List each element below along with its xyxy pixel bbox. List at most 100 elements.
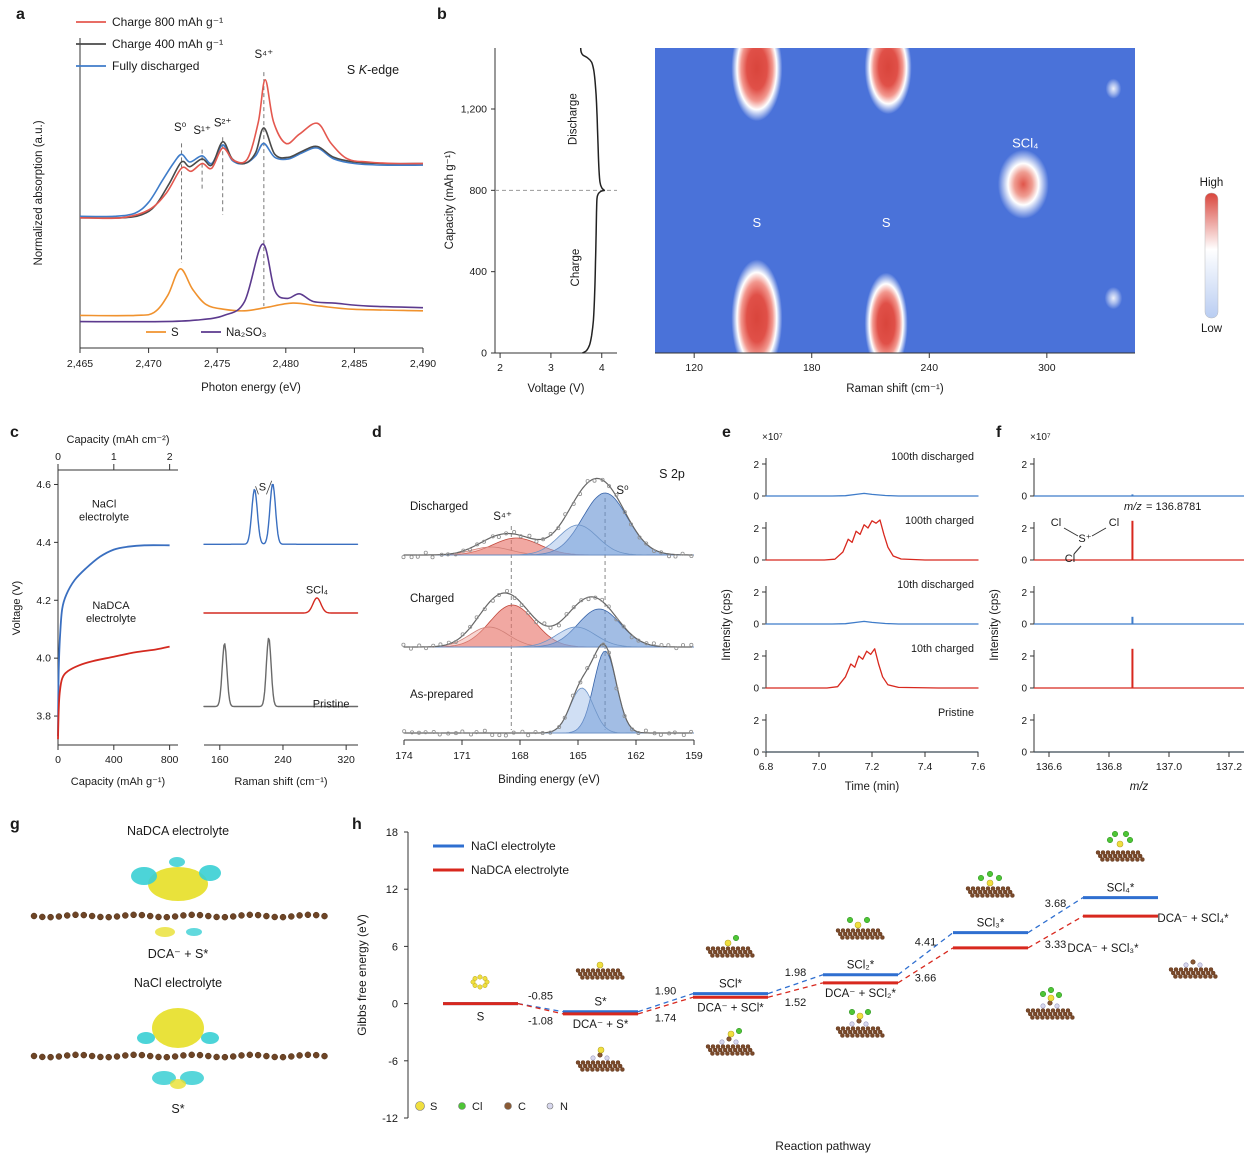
svg-text:0: 0 <box>481 348 487 360</box>
b-heatmap-label: S <box>882 215 891 230</box>
svg-text:0: 0 <box>1021 748 1027 759</box>
a-ref-legend-label: Na₂SO₃ <box>226 327 267 339</box>
svg-text:136.6: 136.6 <box>1036 761 1062 773</box>
d-peak-label: S⁰ <box>616 485 629 497</box>
c-annotation: electrolyte <box>86 613 136 625</box>
f-mz-value: = 136.8781 <box>1146 501 1201 513</box>
svg-text:1: 1 <box>111 451 117 463</box>
svg-text:7.4: 7.4 <box>918 761 933 773</box>
c-top-x-label: Capacity (mAh cm⁻²) <box>67 434 170 446</box>
b-region-label: Charge <box>570 249 582 287</box>
h-state-label: SCl₄* <box>1107 883 1135 895</box>
c-raman-x-label: Raman shift (cm⁻¹) <box>234 776 327 788</box>
svg-text:2,480: 2,480 <box>273 358 299 370</box>
f-y-label: Intensity (cps) <box>989 589 1001 661</box>
svg-text:2: 2 <box>753 716 759 727</box>
d-spectrum-label: As-prepared <box>410 689 473 701</box>
molecule-inset <box>575 961 625 980</box>
h-state-label: DCA⁻ + SCl₃* <box>1067 943 1139 955</box>
svg-text:160: 160 <box>211 754 229 766</box>
svg-text:171: 171 <box>453 750 471 762</box>
svg-text:-6: -6 <box>388 1056 398 1068</box>
svg-text:4: 4 <box>599 362 605 374</box>
a-legend-label: Fully discharged <box>112 59 199 73</box>
g-caption-dca-s: DCA⁻ + S* <box>147 947 209 961</box>
panel-label-c: c <box>10 424 19 441</box>
s8-ring-atom <box>482 976 488 981</box>
b-colorbar-high: High <box>1200 177 1224 189</box>
h-step-value-blue: 1.98 <box>785 967 806 979</box>
h-y-label: Gibbs free energy (eV) <box>355 914 369 1035</box>
c-series <box>57 544 170 737</box>
h-step-value-red: -1.08 <box>528 1016 553 1028</box>
a-series <box>79 243 424 323</box>
svg-text:2: 2 <box>753 588 759 599</box>
charge-density-isosurface <box>199 865 221 881</box>
h-state-label: DCA⁻ + SCl₄* <box>1157 913 1229 925</box>
c-trace-label: S <box>259 481 266 493</box>
h-state-label: S <box>477 1012 485 1024</box>
a-legend-label: Charge 800 mAh g⁻¹ <box>112 15 223 29</box>
g-title-nacl: NaCl electrolyte <box>133 976 223 990</box>
a-series <box>79 142 424 218</box>
svg-text:2,485: 2,485 <box>341 358 367 370</box>
svg-text:0: 0 <box>753 620 759 631</box>
a-series <box>79 79 424 220</box>
svg-text:0: 0 <box>1021 684 1027 695</box>
a-legend-label: Charge 400 mAh g⁻¹ <box>112 37 223 51</box>
d-spectrum-label: Discharged <box>410 501 468 513</box>
d-xps-component <box>404 626 694 648</box>
svg-text:4.4: 4.4 <box>36 537 51 549</box>
svg-text:0: 0 <box>392 999 398 1011</box>
f-structure-cl: Cl <box>1109 517 1119 529</box>
b-gcd-curve <box>579 47 606 354</box>
s8-ring-atom <box>477 984 483 990</box>
svg-text:0: 0 <box>55 754 61 766</box>
c-trace-label: SCl₄ <box>306 585 329 597</box>
svg-text:1,200: 1,200 <box>461 104 487 116</box>
svg-text:18: 18 <box>386 827 398 839</box>
g-isosurface-nacl <box>30 1008 328 1089</box>
h-step-value-blue: -0.85 <box>528 991 553 1003</box>
h-state-label: SCl* <box>719 979 743 991</box>
svg-text:2: 2 <box>1021 588 1027 599</box>
svg-text:2: 2 <box>1021 460 1027 471</box>
svg-text:0: 0 <box>753 748 759 759</box>
svg-text:137.0: 137.0 <box>1156 761 1182 773</box>
svg-text:12: 12 <box>386 884 398 896</box>
h-step-value-blue: 1.90 <box>655 986 676 998</box>
svg-text:2,475: 2,475 <box>204 358 230 370</box>
svg-text:800: 800 <box>469 185 487 197</box>
svg-text:2: 2 <box>1021 524 1027 535</box>
svg-text:7.6: 7.6 <box>971 761 986 773</box>
charge-density-isosurface <box>155 927 175 937</box>
svg-text:2: 2 <box>497 362 503 374</box>
svg-text:168: 168 <box>511 750 529 762</box>
svg-text:4.0: 4.0 <box>36 653 51 665</box>
b-capacity-y-label: Capacity (mAh g⁻¹) <box>444 150 456 249</box>
g-title-nadca: NaDCA electrolyte <box>126 824 230 838</box>
h-state-label: SCl₃* <box>977 918 1005 930</box>
d-spectrum-label: Charged <box>410 593 454 605</box>
e-row-label: 100th charged <box>905 515 974 527</box>
svg-text:180: 180 <box>803 362 821 374</box>
molecule-inset <box>965 870 1015 898</box>
svg-text:137.2: 137.2 <box>1216 761 1242 773</box>
svg-text:240: 240 <box>274 754 292 766</box>
svg-text:136.8: 136.8 <box>1096 761 1122 773</box>
panel-label-a: a <box>16 6 25 23</box>
svg-text:7.2: 7.2 <box>865 761 880 773</box>
f-x-label: m/z <box>1130 781 1149 793</box>
molecule-inset <box>575 1046 625 1072</box>
svg-text:400: 400 <box>469 266 487 278</box>
svg-text:800: 800 <box>161 754 179 766</box>
charge-density-isosurface <box>180 1071 204 1085</box>
molecule-inset <box>705 935 755 958</box>
a-series <box>79 268 424 317</box>
svg-text:300: 300 <box>1038 362 1056 374</box>
e-row-label: Pristine <box>938 707 974 719</box>
h-step-value-blue: 4.41 <box>915 937 936 949</box>
svg-text:320: 320 <box>337 754 355 766</box>
panel-b-operando-raman-chart: 2 3 4 0 400 800 1,200 Voltage (V) Capacity (mAh … <box>444 47 1224 395</box>
